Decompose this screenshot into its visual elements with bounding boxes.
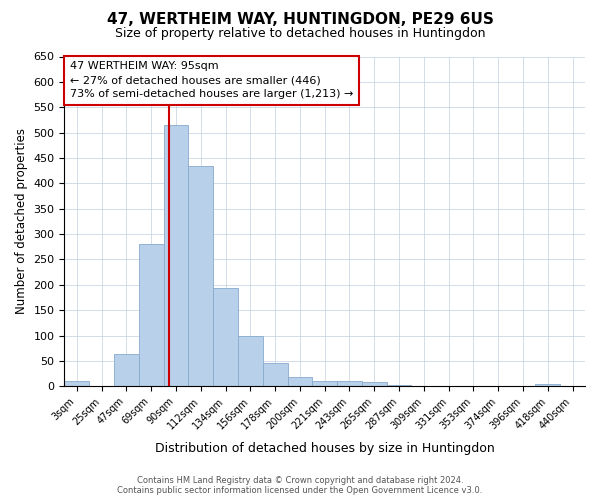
Text: Contains HM Land Registry data © Crown copyright and database right 2024.
Contai: Contains HM Land Registry data © Crown c… xyxy=(118,476,482,495)
Bar xyxy=(188,166,213,386)
Bar xyxy=(213,288,238,386)
Bar xyxy=(535,384,560,386)
Bar xyxy=(263,364,287,386)
Bar xyxy=(313,381,337,386)
Bar xyxy=(164,125,188,386)
Bar xyxy=(287,377,313,386)
Bar xyxy=(238,336,263,386)
X-axis label: Distribution of detached houses by size in Huntingdon: Distribution of detached houses by size … xyxy=(155,442,494,455)
Bar xyxy=(337,381,362,386)
Bar xyxy=(386,384,412,386)
Text: 47, WERTHEIM WAY, HUNTINGDON, PE29 6US: 47, WERTHEIM WAY, HUNTINGDON, PE29 6US xyxy=(107,12,493,28)
Bar xyxy=(139,244,164,386)
Bar xyxy=(64,381,89,386)
Y-axis label: Number of detached properties: Number of detached properties xyxy=(15,128,28,314)
Bar xyxy=(362,382,386,386)
Text: 47 WERTHEIM WAY: 95sqm
← 27% of detached houses are smaller (446)
73% of semi-de: 47 WERTHEIM WAY: 95sqm ← 27% of detached… xyxy=(70,62,353,100)
Bar xyxy=(114,354,139,386)
Text: Size of property relative to detached houses in Huntingdon: Size of property relative to detached ho… xyxy=(115,28,485,40)
